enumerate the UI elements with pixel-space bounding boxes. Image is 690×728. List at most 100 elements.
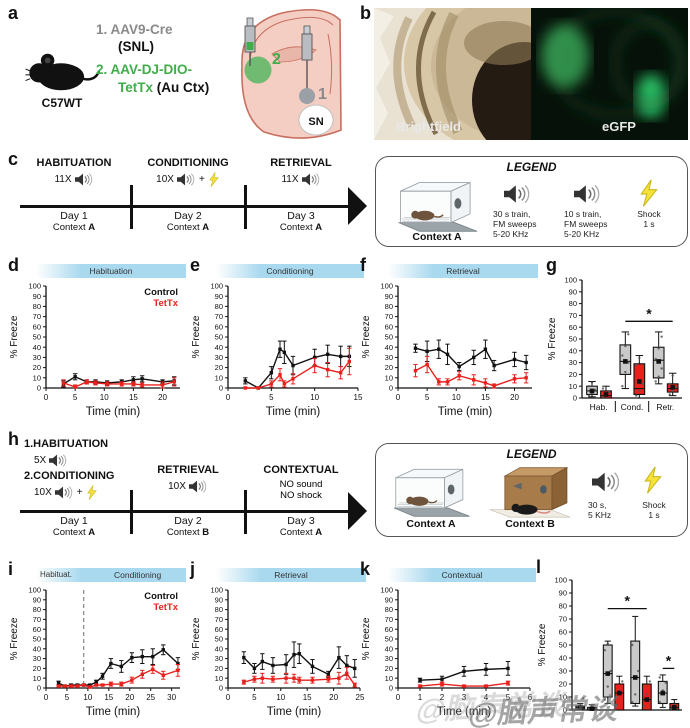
- day-label: Day 1: [60, 515, 88, 527]
- phase-title: HABITUATION: [36, 157, 112, 169]
- svg-text:Control: Control: [144, 287, 178, 298]
- svg-text:15: 15: [354, 393, 363, 402]
- svg-text:25: 25: [356, 693, 365, 702]
- panel-k-title: Contextual: [441, 570, 483, 580]
- svg-text:*: *: [666, 652, 672, 668]
- svg-text:0: 0: [219, 684, 223, 693]
- context-letter: A: [88, 527, 96, 538]
- svg-text:0: 0: [37, 684, 41, 693]
- svg-text:10: 10: [83, 693, 92, 702]
- panel-e-title: Conditioning: [266, 266, 314, 276]
- svg-text:Cond.: Cond.: [621, 402, 644, 412]
- svg-text:80: 80: [215, 605, 223, 614]
- injection-item-1: 1. AAV9-Cre: [96, 22, 173, 37]
- svg-text:15: 15: [481, 393, 490, 402]
- legend-box-1: LEGEND Context A 30 s train, FM sweeps 5-2…: [375, 156, 688, 247]
- svg-text:60: 60: [569, 323, 577, 332]
- svg-text:5: 5: [65, 693, 70, 702]
- svg-text:% Freeze: % Freeze: [361, 617, 372, 660]
- svg-text:40: 40: [385, 644, 393, 653]
- svg-text:70: 70: [559, 615, 567, 624]
- speaker-short-icon: [574, 183, 602, 205]
- svg-text:60: 60: [385, 322, 393, 331]
- phase-reps: 10X: [168, 481, 186, 492]
- panel-label-e: e: [190, 255, 201, 275]
- injection-site-2-marker: [244, 56, 272, 84]
- svg-text:90: 90: [215, 595, 223, 604]
- svg-text:40: 40: [215, 343, 223, 352]
- svg-text:70: 70: [215, 312, 223, 321]
- svg-text:20: 20: [385, 363, 393, 372]
- svg-text:5: 5: [506, 693, 511, 702]
- timeline-axis: [20, 510, 350, 513]
- svg-text:TetTx: TetTx: [153, 298, 178, 309]
- shock-bolt-icon: [86, 485, 98, 500]
- egfp-caption: eGFP: [602, 119, 636, 134]
- day-label: Day 1: [60, 210, 88, 222]
- context-word: Context: [166, 222, 200, 233]
- context-word: Context: [166, 527, 200, 538]
- svg-text:Time (min): Time (min): [86, 706, 141, 718]
- micrograph-pair: Brightfield eGFP: [374, 8, 688, 140]
- svg-text:90: 90: [215, 292, 223, 301]
- svg-text:20: 20: [559, 680, 567, 689]
- svg-text:10: 10: [276, 693, 285, 702]
- svg-text:4: 4: [484, 693, 489, 702]
- speaker-caption: 30 s, 5 KHz: [588, 500, 612, 521]
- svg-text:Hab.: Hab.: [590, 402, 608, 412]
- svg-text:60: 60: [33, 625, 41, 634]
- day-context-1: Day 1 Context A: [18, 515, 130, 538]
- brightfield-caption: Brightfield: [396, 119, 461, 134]
- context-a-chamber-icon: [388, 466, 474, 518]
- item1-virus: AAV9-Cre: [110, 22, 173, 37]
- timeline-h: 1.HABITUATION 5X 2.CONDITIONING 10X + RE…: [18, 434, 370, 542]
- injection-item-2: 2. AAV-DJ-DIO-: [96, 62, 192, 77]
- shock-caption: Shock 1 s: [637, 209, 661, 230]
- svg-text:70: 70: [569, 311, 577, 320]
- svg-text:100: 100: [554, 576, 567, 585]
- svg-text:20: 20: [329, 693, 338, 702]
- plus-sign: +: [198, 174, 205, 185]
- svg-text:30: 30: [215, 654, 223, 663]
- panel-label-l: l: [536, 557, 542, 577]
- context-letter: A: [202, 222, 210, 233]
- panel-i-header-left: Habituat.: [40, 570, 73, 579]
- day-context-3: Day 3 Context A: [246, 210, 356, 233]
- phase-habituation: HABITUATION 11X: [18, 157, 130, 187]
- panel-d-header: Habituation: [36, 264, 186, 278]
- svg-text:50: 50: [385, 333, 393, 342]
- speaker-icon: [177, 172, 196, 187]
- svg-text:Time (min): Time (min): [266, 406, 321, 418]
- svg-text:40: 40: [33, 644, 41, 653]
- svg-text:50: 50: [569, 335, 577, 344]
- svg-text:0: 0: [219, 384, 223, 393]
- svg-text:20: 20: [215, 363, 223, 372]
- item2-reps: 10X: [34, 487, 52, 498]
- panel-g: g 0 10 20 30 40 50 60 70 80 90 100 % Freeze Hab. Cond…: [544, 256, 690, 428]
- svg-text:% Freeze: % Freeze: [191, 315, 202, 358]
- item2-virus-line1: AAV-DJ-DIO-: [110, 62, 193, 77]
- injection-1-number: 1: [318, 86, 327, 103]
- panel-label-h: h: [8, 429, 19, 449]
- svg-text:90: 90: [385, 595, 393, 604]
- phase-retrieval-h: RETRIEVAL 10X: [130, 464, 246, 494]
- svg-text:80: 80: [569, 299, 577, 308]
- svg-text:60: 60: [215, 625, 223, 634]
- panel-l: l 0 10 20 30 40 50 60 70 80 90 100 % Freeze * *: [534, 558, 690, 728]
- svg-text:80: 80: [559, 602, 567, 611]
- svg-text:0: 0: [396, 693, 401, 702]
- panel-label-i: i: [8, 559, 14, 579]
- panel-e: e Conditioning 0 10 20 30 40 50 60 70 80 90 100% F…: [188, 256, 366, 428]
- svg-text:0: 0: [44, 693, 49, 702]
- svg-text:% Freeze: % Freeze: [361, 315, 372, 358]
- svg-text:5: 5: [252, 693, 257, 702]
- svg-text:50: 50: [385, 635, 393, 644]
- panel-i-plot: 0 10 20 30 40 50 60 70 80 90 100% Freeze 0 5 10 15 20 25…: [6, 584, 188, 728]
- speaker-icon: [302, 172, 321, 187]
- svg-text:80: 80: [215, 302, 223, 311]
- item1-number: 1.: [96, 22, 108, 37]
- legend-box-2: LEGEND Context A Context B 30 s, 5 KHz Sh…: [375, 443, 688, 537]
- svg-text:15: 15: [129, 393, 138, 402]
- svg-text:50: 50: [33, 333, 41, 342]
